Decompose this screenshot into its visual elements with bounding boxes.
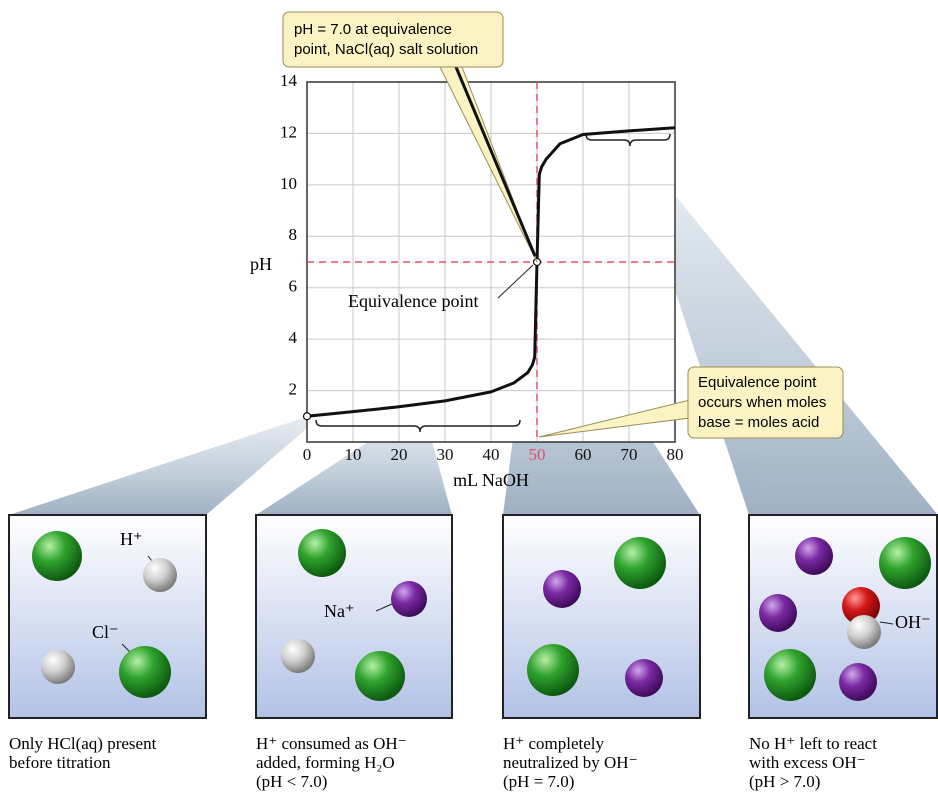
cl-ion <box>879 537 931 589</box>
y-tick-label: 10 <box>280 174 297 193</box>
h-ion <box>41 650 75 684</box>
x-tick-label: 10 <box>345 445 362 464</box>
na-ion <box>625 659 663 697</box>
y-axis-label: pH <box>250 254 272 274</box>
x-tick-label: 0 <box>303 445 312 464</box>
panel-caption: (pH > 7.0) <box>749 772 820 791</box>
ion-label: H⁺ <box>120 529 143 549</box>
y-tick-label: 14 <box>280 71 298 90</box>
panel-caption: before titration <box>9 753 111 772</box>
annotation: Equivalence point <box>348 291 478 311</box>
ion-label: Na⁺ <box>324 601 355 621</box>
cl-ion <box>355 651 405 701</box>
x-tick-label: 30 <box>437 445 454 464</box>
cone <box>9 412 326 515</box>
cl-ion <box>119 646 171 698</box>
point <box>304 413 311 420</box>
x-tick-label: 20 <box>391 445 408 464</box>
callout-text: occurs when moles <box>698 394 826 411</box>
panel-caption: No H⁺ left to react <box>749 734 877 753</box>
cl-ion <box>32 531 82 581</box>
x-tick-label: 40 <box>483 445 500 464</box>
y-tick-label: 4 <box>289 328 298 347</box>
na-ion <box>795 537 833 575</box>
h-ion <box>143 558 177 592</box>
cl-ion <box>298 529 346 577</box>
x-tick-label: 60 <box>575 445 592 464</box>
panel-caption: (pH < 7.0) <box>256 772 327 791</box>
panels: H⁺ Cl⁻ Na⁺ OH⁻ <box>9 515 937 718</box>
panel-caption: H⁺ completely <box>503 734 605 753</box>
cl-ion <box>614 537 666 589</box>
callout-text: base = moles acid <box>698 414 819 431</box>
y-tick-label: 6 <box>289 277 298 296</box>
y-tick-label: 2 <box>289 379 298 398</box>
x-tick-label: 80 <box>667 445 684 464</box>
x-tick-label: 50 <box>529 445 546 464</box>
x-tick-label: 70 <box>621 445 638 464</box>
callout-text: Equivalence point <box>698 374 817 391</box>
panel-caption: Only HCl(aq) present <box>9 734 157 753</box>
hydrogen <box>847 615 881 649</box>
callout-text: pH = 7.0 at equivalence <box>294 21 452 38</box>
cl-ion <box>764 649 816 701</box>
na-ion <box>543 570 581 608</box>
figure: 2 4 6 8 10 12 14 0 10 20 30 40 50 60 70 80 mL NaOH pH pH =… <box>0 0 938 794</box>
ion-label: OH⁻ <box>895 612 931 632</box>
panel <box>503 515 700 718</box>
water <box>281 639 315 673</box>
panel-caption: (pH = 7.0) <box>503 772 574 791</box>
na-ion <box>759 594 797 632</box>
ion-label: Cl⁻ <box>92 622 119 642</box>
callout-text: point, NaCl(aq) salt solution <box>294 41 478 58</box>
cl-ion <box>527 644 579 696</box>
na-ion <box>391 581 427 617</box>
y-tick-label: 12 <box>280 122 297 141</box>
panel-caption: H⁺ consumed as OH⁻ <box>256 734 407 753</box>
plot: 2 4 6 8 10 12 14 0 10 20 30 40 50 60 70 80 mL NaOH pH pH =… <box>250 12 843 490</box>
na-ion <box>839 663 877 701</box>
panel-caption: neutralized by OH⁻ <box>503 753 638 772</box>
panel-caption: added, forming H₂O <box>256 753 395 772</box>
panel-caption: with excess OH⁻ <box>749 753 866 772</box>
y-tick-label: 8 <box>289 225 298 244</box>
x-axis-label: mL NaOH <box>453 470 529 490</box>
